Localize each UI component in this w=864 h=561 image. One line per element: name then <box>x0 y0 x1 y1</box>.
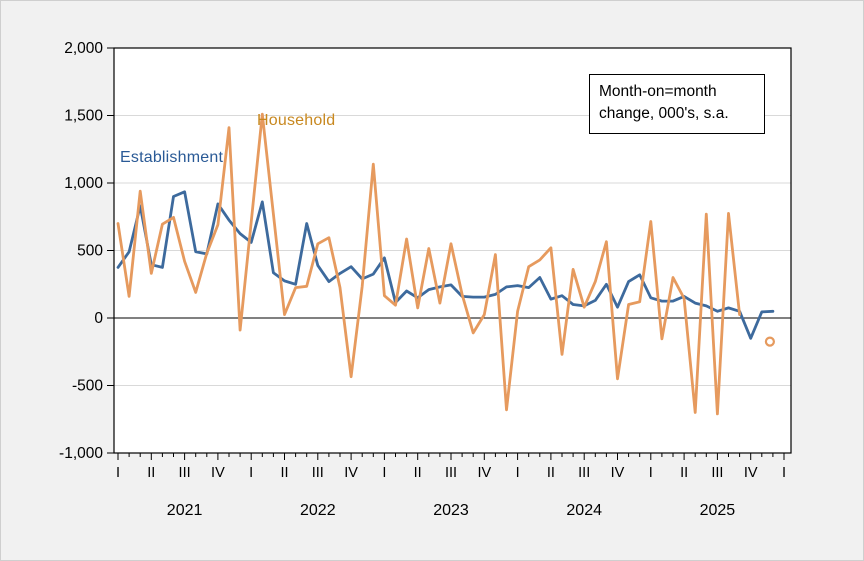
quarter-label: IV <box>344 465 358 481</box>
year-label: 2023 <box>433 502 469 519</box>
quarter-label: III <box>312 465 324 481</box>
quarter-label: I <box>116 465 120 481</box>
year-label: 2022 <box>300 502 336 519</box>
y-tick-label: 0 <box>94 310 103 327</box>
quarter-label: II <box>547 465 555 481</box>
establishment-series-label: Establishment <box>120 149 224 166</box>
quarter-label: I <box>516 465 520 481</box>
quarter-label: I <box>782 465 786 481</box>
quarter-label: III <box>578 465 590 481</box>
y-tick-label: -500 <box>72 378 103 395</box>
quarter-label: III <box>179 465 191 481</box>
quarter-label: III <box>445 465 457 481</box>
y-tick-label: -1,000 <box>59 445 103 462</box>
quarter-label: II <box>147 465 155 481</box>
y-tick-label: 500 <box>77 243 103 260</box>
annotation-box: Month-on=month change, 000's, s.a. <box>589 74 765 134</box>
annotation-line1: Month-on=month <box>599 83 717 100</box>
quarter-label: II <box>680 465 688 481</box>
quarter-label: I <box>382 465 386 481</box>
quarter-label: I <box>249 465 253 481</box>
household-open-marker <box>764 336 776 347</box>
y-tick-label: 1,500 <box>64 108 103 125</box>
annotation-line2: change, 000's, s.a. <box>599 105 729 123</box>
plot-border <box>113 47 792 454</box>
household-series-label: Household <box>257 112 336 129</box>
quarter-label: II <box>414 465 422 481</box>
household-line <box>116 112 741 416</box>
quarter-label: III <box>711 465 723 481</box>
y-tick-label: 1,000 <box>64 175 103 192</box>
quarter-label: IV <box>477 465 491 481</box>
year-label: 2024 <box>566 502 602 519</box>
quarter-label: II <box>280 465 288 481</box>
quarter-label: IV <box>211 465 225 481</box>
quarter-label: IV <box>611 465 625 481</box>
year-label: 2025 <box>700 502 736 519</box>
year-label: 2021 <box>167 502 203 519</box>
quarter-label: IV <box>744 465 758 481</box>
establishment-line <box>116 190 775 340</box>
quarter-label: I <box>649 465 653 481</box>
y-tick-label: 2,000 <box>64 40 103 57</box>
